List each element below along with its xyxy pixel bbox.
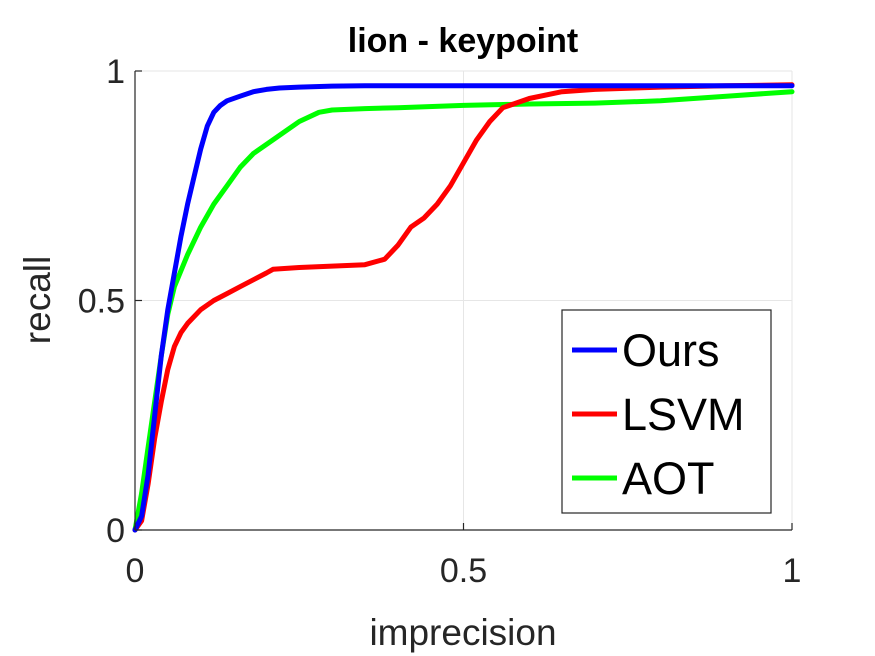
legend-label-aot: AOT — [622, 453, 715, 504]
x-tick-label: 1 — [783, 552, 802, 590]
series-line-lsvm — [132, 82, 795, 533]
legend: Ours LSVM AOT — [561, 309, 772, 514]
chart-title: lion - keypoint — [348, 22, 578, 60]
legend-label-ours: Ours — [622, 325, 720, 376]
y-tick-label: 0 — [106, 512, 125, 550]
y-tick-label: 0.5 — [78, 283, 125, 321]
axes — [134, 70, 793, 531]
series-line-ours — [132, 83, 795, 533]
y-tick-label: 1 — [106, 53, 125, 91]
tick-labels: 0 0.5 1 0 0.5 1 — [78, 53, 802, 590]
y-axis-label: recall — [17, 256, 58, 344]
x-tick-label: 0 — [126, 552, 145, 590]
x-axis-label: imprecision — [369, 612, 556, 653]
legend-label-lsvm: LSVM — [622, 389, 745, 440]
x-tick-label: 0.5 — [440, 552, 487, 590]
series-lines — [132, 82, 795, 533]
